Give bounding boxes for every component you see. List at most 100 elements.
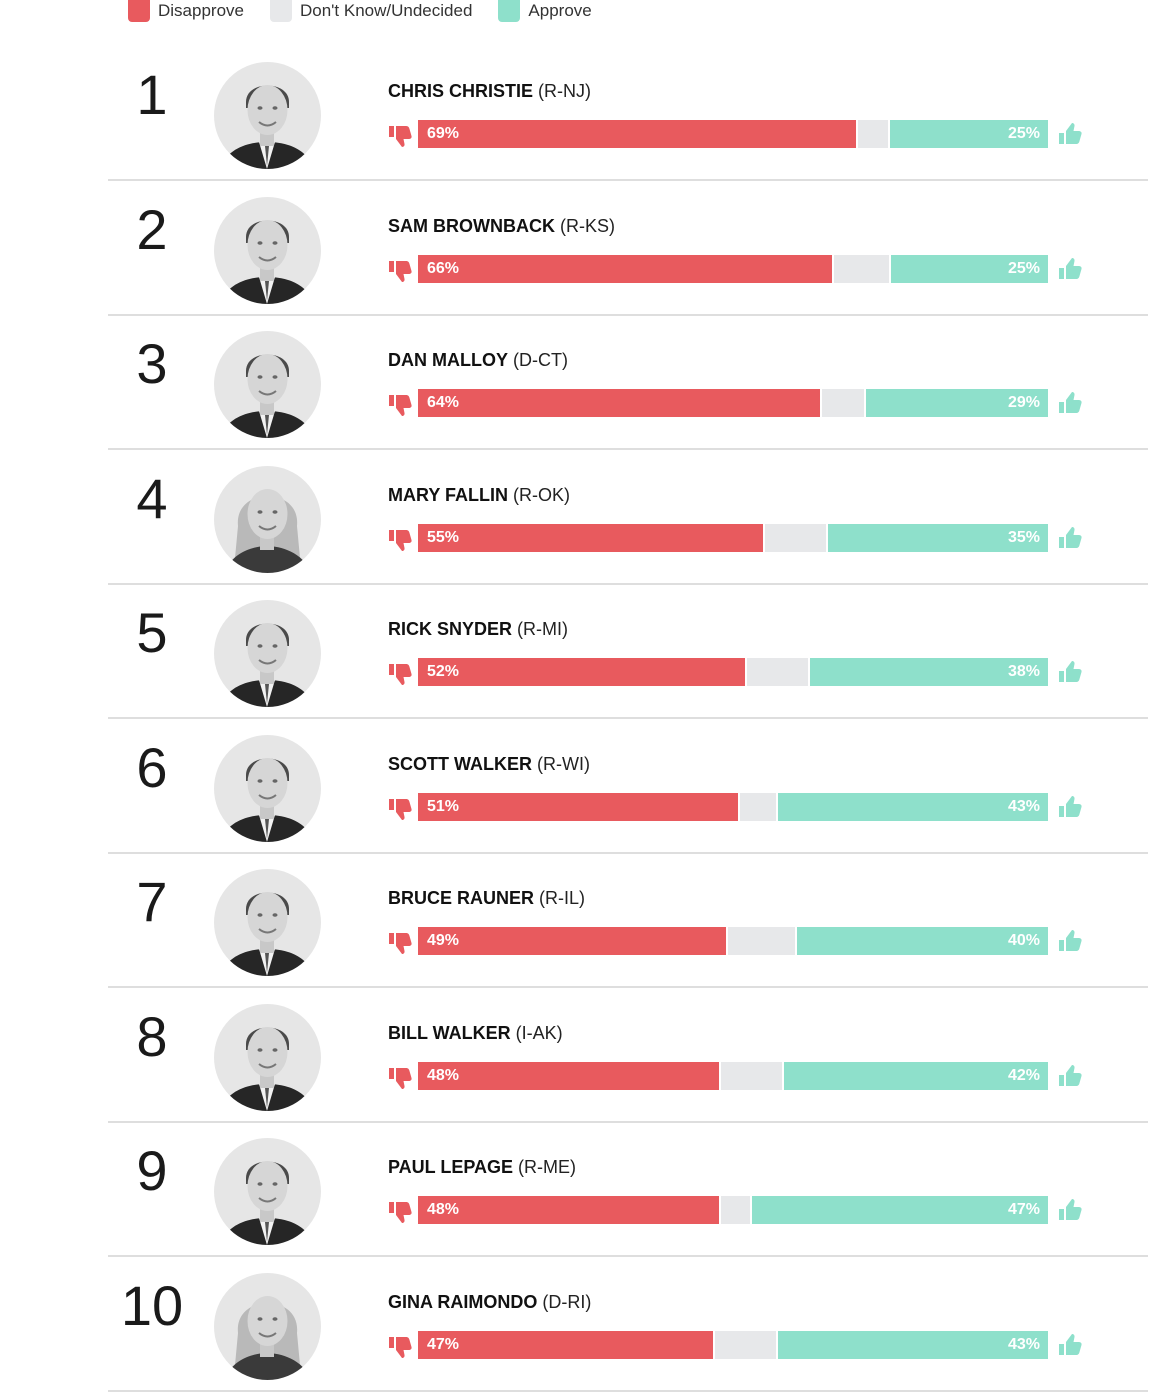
thumbs-down-icon [388,930,414,956]
governor-name: RICK SNYDER [388,619,513,639]
governor-party: (R-OK) [513,485,570,505]
rank-number: 2 [136,198,168,261]
governor-name: BILL WALKER [388,1023,511,1043]
thumbs-up-icon [1058,121,1084,147]
governor-name: PAUL LEPAGE [388,1157,514,1177]
thumbs-down-icon [388,661,414,687]
disapprove-percent-label: 66% [427,260,460,277]
governor-name-line: GINA RAIMONDO (D-RI) [388,1292,591,1313]
thumbs-up-icon [1058,1197,1084,1223]
approve-percent-label: 35% [1007,529,1040,546]
thumbs-down-icon [388,1334,414,1360]
rank-number: 7 [136,870,168,933]
thumbs-down-icon [388,1199,414,1225]
thumbs-up-icon [1058,256,1084,282]
bar-segment-disapprove: 48% [418,1196,719,1224]
governor-name-line: MARY FALLIN (R-OK) [388,485,570,506]
approval-bar: 55% 35% [418,524,1048,552]
governor-photo [214,62,321,169]
governor-party: (D-CT) [513,350,568,370]
bar-segment-approve: 43% [778,1331,1048,1359]
governor-party: (R-KS) [559,216,615,236]
rank-number: 9 [136,1139,168,1202]
governor-name-line: BILL WALKER (I-AK) [388,1023,563,1044]
bar-segment-approve: 29% [866,389,1048,417]
approve-percent-label: 43% [1007,798,1040,815]
bar-segment-approve: 35% [828,524,1048,552]
governor-photo [214,331,321,438]
disapprove-percent-label: 49% [427,932,460,949]
rank-number: 10 [120,1274,184,1337]
approval-bar: 48% 47% [418,1196,1048,1224]
thumbs-up-icon [1058,659,1084,685]
governor-name-line: RICK SNYDER (R-MI) [388,619,568,640]
approve-percent-label: 43% [1007,1336,1040,1353]
thumbs-up-icon [1058,1332,1084,1358]
approve-percent-label: 29% [1007,394,1040,411]
governor-party: (R-IL) [539,888,586,908]
bar-segment-undecided [858,120,888,148]
rank-number: 3 [136,332,168,395]
governor-name-line: SAM BROWNBACK (R-KS) [388,216,615,237]
governor-name: CHRIS CHRISTIE [388,81,534,101]
governor-name-line: PAUL LEPAGE (R-ME) [388,1157,576,1178]
bar-segment-approve: 42% [784,1062,1048,1090]
approval-bar: 64% 29% [418,389,1048,417]
governor-name: SAM BROWNBACK [388,216,555,236]
approval-bar: 66% 25% [418,255,1048,283]
rank-number: 6 [136,736,168,799]
governor-row: 10 GINA RAIMONDO (D-RI) 47% 43% [108,1258,1148,1392]
disapprove-percent-label: 55% [427,529,460,546]
bar-segment-undecided [834,255,889,283]
approve-percent-label: 38% [1007,663,1040,680]
approval-bar: 49% 40% [418,927,1048,955]
thumbs-down-icon [388,527,414,553]
governor-party: (D-RI) [542,1292,592,1312]
governor-photo [214,197,321,304]
legend-label-disapprove: Disapprove [158,1,244,20]
approve-percent-label: 42% [1007,1067,1040,1084]
disapprove-percent-label: 51% [427,798,460,815]
governor-row: 5 RICK SNYDER (R-MI) 52% 38% [108,585,1148,719]
legend-label-approve: Approve [528,1,592,20]
bar-segment-disapprove: 69% [418,120,856,148]
rank-number: 1 [136,63,168,126]
legend-item-undecided: Don't Know/Undecided [270,0,472,22]
bar-segment-undecided [715,1331,776,1359]
governor-party: (R-NJ) [538,81,591,101]
bar-segment-approve: 38% [810,658,1048,686]
bar-segment-disapprove: 51% [418,793,738,821]
governor-photo [214,735,321,842]
governor-name: GINA RAIMONDO [388,1292,538,1312]
approval-bar: 52% 38% [418,658,1048,686]
governor-name: SCOTT WALKER [388,754,532,774]
governor-photo [214,1004,321,1111]
governor-row: 9 PAUL LEPAGE (R-ME) 48% 47% [108,1123,1148,1257]
governor-row: 7 BRUCE RAUNER (R-IL) 49% 40% [108,854,1148,988]
legend-item-approve: Approve [498,0,592,22]
bar-segment-undecided [747,658,808,686]
approve-percent-label: 25% [1007,125,1040,142]
governor-row: 3 DAN MALLOY (D-CT) 64% 29% [108,316,1148,450]
governor-photo [214,869,321,976]
thumbs-up-icon [1058,390,1084,416]
bar-segment-disapprove: 47% [418,1331,713,1359]
rank-number: 8 [136,1005,168,1068]
governor-photo [214,1138,321,1245]
bar-segment-approve: 25% [891,255,1048,283]
thumbs-up-icon [1058,525,1084,551]
governor-row: 8 BILL WALKER (I-AK) 48% 42% [108,989,1148,1123]
governor-name: BRUCE RAUNER [388,888,535,908]
approval-bar: 69% 25% [418,120,1048,148]
approve-percent-label: 25% [1007,260,1040,277]
legend-swatch-approve [498,0,521,22]
thumbs-down-icon [388,796,414,822]
approval-bar: 47% 43% [418,1331,1048,1359]
bar-segment-undecided [765,524,826,552]
thumbs-up-icon [1058,1063,1084,1089]
governor-photo [214,1273,321,1380]
bar-segment-disapprove: 48% [418,1062,719,1090]
governor-name: DAN MALLOY [388,350,508,370]
governor-photo [214,600,321,707]
bar-segment-disapprove: 49% [418,927,726,955]
